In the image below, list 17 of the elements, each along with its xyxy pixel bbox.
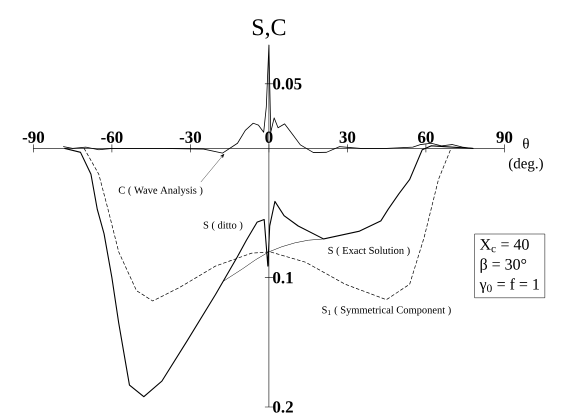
x-tick-label: 90 [496,131,512,143]
annotation: γ$_{0}$ = f = 1 [480,278,539,293]
x-tick-label: -90 [22,131,44,143]
y-tick-label: 0.05 [273,78,302,90]
text: C ( Wave Analysis ) [118,186,202,196]
x-tick-label: -30 [180,131,202,143]
y-axis-title: S,C [252,19,286,39]
y-tick-label: 0.2 [273,401,293,413]
x-tick-label: 60 [418,131,434,143]
y-tick-label: 0.1 [273,272,293,284]
series-label: S$_{1}$ ( Symmetrical Component ) [322,306,451,316]
x-tick-label: -60 [101,131,123,143]
x-tick-label: 30 [340,131,356,143]
annotation: β = 30° [480,258,526,273]
annotation: X$_{c}$ = 40 [480,239,529,252]
series-label: S ( Exact Solution ) [328,246,410,256]
series-label: S ( ditto ) [204,221,242,231]
